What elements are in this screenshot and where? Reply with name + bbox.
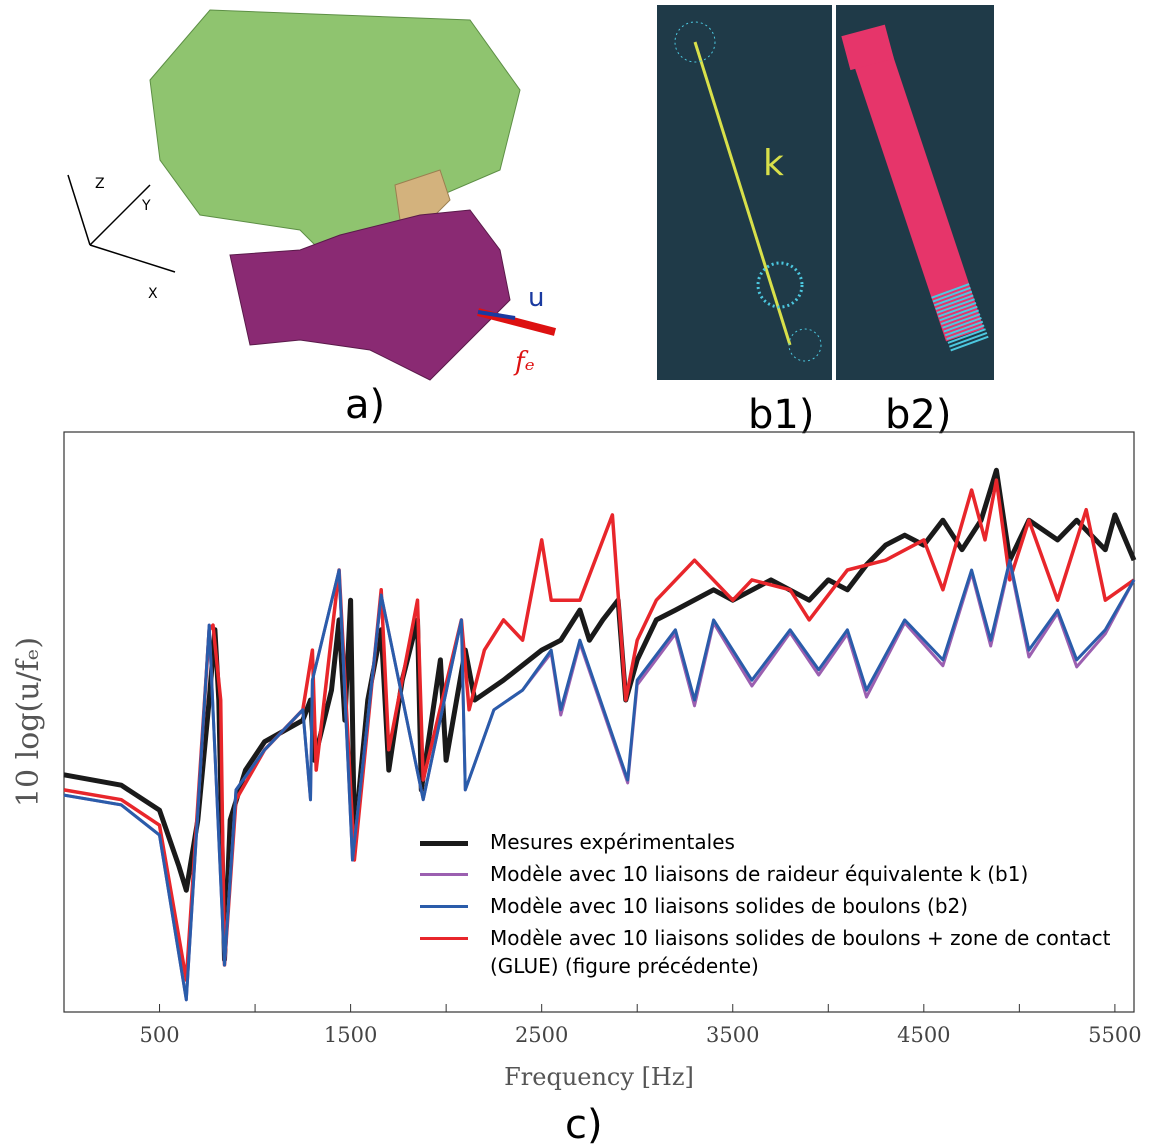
legend-swatch xyxy=(420,937,468,940)
x-tick-label: 2500 xyxy=(515,1023,568,1047)
legend-entry: Modèle avec 10 liaisons de raideur équiv… xyxy=(420,860,1140,888)
legend-label: Mesures expérimentales xyxy=(490,830,735,854)
plot-area: 500 1500 2500 3500 4500 5500 xyxy=(63,467,1142,1047)
annotation: k xyxy=(763,143,784,184)
legend-swatch xyxy=(420,905,468,908)
engine-image xyxy=(67,9,557,381)
panel-label: b2) xyxy=(885,392,951,438)
panel-label: b1) xyxy=(748,392,814,438)
x-tick-label: 500 xyxy=(139,1023,179,1047)
legend-label: Modèle avec 10 liaisons de raideur équiv… xyxy=(490,862,1029,886)
x-tick-label: 4500 xyxy=(897,1023,950,1047)
annotation: u xyxy=(528,283,544,313)
x-tick-label: 1500 xyxy=(324,1023,377,1047)
panel-label: c) xyxy=(565,1102,603,1144)
legend-label: Modèle avec 10 liaisons solides de boulo… xyxy=(490,926,1111,978)
legend-entry: Modèle avec 10 liaisons solides de boulo… xyxy=(420,924,1140,980)
x-tick-label: 5500 xyxy=(1088,1023,1141,1047)
axis-label: Z xyxy=(95,176,105,192)
panel-label: a) xyxy=(345,382,385,428)
legend-swatch xyxy=(420,841,468,846)
axis-label: Y xyxy=(141,198,151,214)
legend-swatch xyxy=(420,873,468,876)
legend-label: Modèle avec 10 liaisons solides de boulo… xyxy=(490,894,969,918)
axis-label: X xyxy=(148,286,158,302)
legend: Mesures expérimentales Modèle avec 10 lia… xyxy=(420,828,1140,984)
spring-image xyxy=(657,5,832,380)
legend-entry: Modèle avec 10 liaisons solides de boulo… xyxy=(420,892,1140,920)
series-line xyxy=(63,558,1136,1002)
bolt-image xyxy=(836,5,994,380)
annotation: fₑ xyxy=(513,347,535,377)
x-tick-label: 3500 xyxy=(706,1023,759,1047)
x-axis-label: Frequency [Hz] xyxy=(504,1063,694,1091)
plot-frame xyxy=(63,431,1135,1013)
y-axis-label: 10 log(u/fₑ) xyxy=(11,637,46,807)
legend-entry: Mesures expérimentales xyxy=(420,828,1140,856)
